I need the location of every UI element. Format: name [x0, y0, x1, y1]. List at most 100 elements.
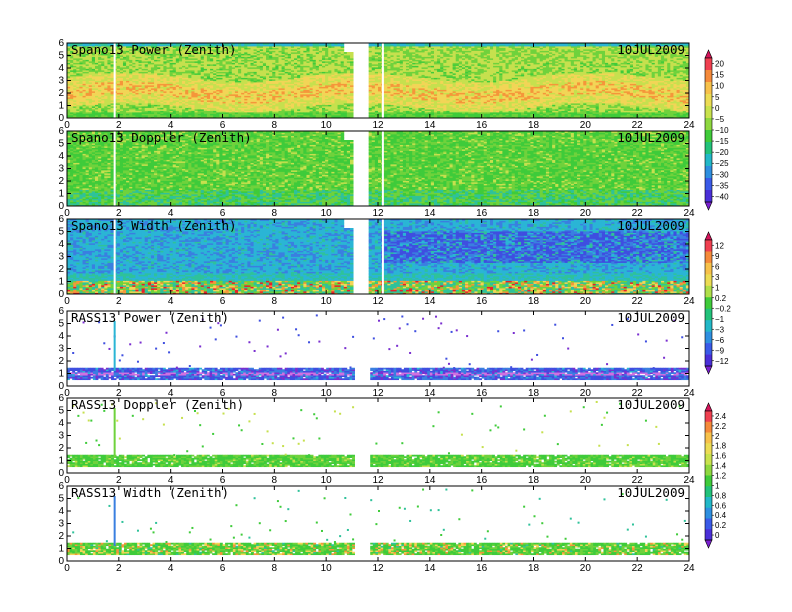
- heatmap-cell: [116, 104, 121, 107]
- heatmap-cell: [101, 47, 105, 50]
- heatmap-cell: [110, 56, 115, 59]
- heatmap-cell: [169, 110, 174, 113]
- heatmap-cell: [122, 95, 127, 98]
- heatmap-cell: [135, 62, 139, 65]
- heatmap-cell: [119, 116, 124, 119]
- heatmap-cell: [116, 56, 121, 59]
- heatmap-cell: [82, 68, 87, 71]
- heatmap-cell: [144, 88, 149, 90]
- heatmap-cell: [82, 73, 87, 75]
- heatmap-cell: [163, 109, 167, 111]
- heatmap-cell: [144, 86, 149, 89]
- heatmap-cell: [76, 107, 80, 110]
- heatmap-cell: [82, 58, 87, 60]
- heatmap-cell: [157, 79, 161, 81]
- heatmap-cell: [110, 52, 115, 54]
- heatmap-cell: [85, 56, 90, 59]
- heatmap-cell: [157, 71, 161, 74]
- heatmap-cell: [163, 85, 167, 87]
- heatmap-cell: [116, 83, 121, 86]
- heatmap-cell: [147, 116, 152, 119]
- heatmap-cell: [88, 67, 93, 69]
- heatmap-cell: [98, 106, 102, 108]
- heatmap-cell: [129, 80, 133, 83]
- heatmap-cell: [122, 80, 127, 83]
- heatmap-cell: [94, 50, 99, 53]
- heatmap-cell: [150, 116, 155, 119]
- heatmap-cell: [138, 56, 143, 59]
- heatmap-cell: [129, 107, 133, 110]
- heatmap-cell: [169, 44, 174, 47]
- heatmap-cell: [85, 116, 90, 119]
- heatmap-cell: [88, 97, 93, 99]
- heatmap-cell: [104, 64, 108, 66]
- heatmap-cell: [135, 113, 139, 116]
- heatmap-cell: [144, 50, 149, 53]
- heatmap-cell: [147, 92, 152, 95]
- heatmap-cell: [169, 64, 174, 66]
- heatmap-cell: [160, 79, 164, 81]
- heatmap-cell: [166, 55, 171, 57]
- heatmap-cell: [91, 88, 96, 90]
- heatmap-cell: [110, 101, 115, 104]
- heatmap-cell: [129, 61, 133, 63]
- heatmap-cell: [98, 73, 102, 75]
- heatmap-cell: [104, 113, 108, 116]
- heatmap-cell: [160, 58, 164, 60]
- heatmap-cell: [154, 86, 158, 89]
- heatmap-cell: [91, 74, 96, 77]
- heatmap-cell: [154, 109, 158, 111]
- heatmap-cell: [70, 101, 74, 104]
- heatmap-cell: [107, 85, 111, 87]
- heatmap-cell: [94, 67, 99, 69]
- heatmap-cell: [110, 106, 115, 108]
- heatmap-cell: [104, 100, 108, 102]
- heatmap-cell: [144, 101, 149, 104]
- heatmap-cell: [141, 68, 146, 71]
- heatmap-cell: [138, 83, 143, 86]
- heatmap-cell: [116, 73, 121, 75]
- heatmap-cell: [172, 107, 177, 110]
- heatmap-cell: [119, 86, 124, 89]
- heatmap-cell: [154, 88, 158, 90]
- heatmap-cell: [157, 65, 161, 68]
- heatmap-cell: [88, 44, 93, 47]
- heatmap-cell: [119, 79, 124, 81]
- heatmap-cell: [119, 74, 124, 77]
- heatmap-cell: [76, 68, 80, 71]
- heatmap-cell: [107, 77, 111, 80]
- heatmap-cell: [98, 59, 102, 62]
- heatmap-cell: [157, 83, 161, 86]
- heatmap-cell: [141, 86, 146, 89]
- heatmap-cell: [157, 68, 161, 71]
- heatmap-cell: [70, 107, 74, 110]
- heatmap-cell: [107, 109, 111, 111]
- heatmap-cell: [101, 58, 105, 60]
- heatmap-cell: [67, 46, 71, 48]
- heatmap-cell: [79, 43, 83, 45]
- heatmap-cell: [70, 58, 74, 60]
- heatmap-cell: [94, 115, 99, 117]
- heatmap-cell: [79, 94, 83, 96]
- heatmap-cell: [107, 76, 111, 78]
- heatmap-cell: [166, 104, 171, 107]
- heatmap-cell: [107, 50, 111, 53]
- heatmap-cell: [169, 91, 174, 93]
- heatmap-cell: [67, 109, 71, 111]
- heatmap-cell: [160, 86, 164, 89]
- heatmap-cell: [147, 85, 152, 87]
- heatmap-cell: [129, 70, 133, 72]
- heatmap-cell: [129, 106, 133, 108]
- heatmap-cell: [94, 92, 99, 95]
- heatmap-cell: [122, 62, 127, 65]
- heatmap-cell: [154, 80, 158, 83]
- heatmap-cell: [73, 94, 77, 96]
- heatmap-cell: [104, 98, 108, 101]
- heatmap-cell: [129, 49, 133, 51]
- heatmap-cell: [110, 43, 115, 45]
- heatmap-cell: [141, 91, 146, 93]
- heatmap-cell: [91, 68, 96, 71]
- heatmap-cell: [91, 95, 96, 98]
- heatmap-cell: [104, 103, 108, 105]
- heatmap-cell: [169, 50, 174, 53]
